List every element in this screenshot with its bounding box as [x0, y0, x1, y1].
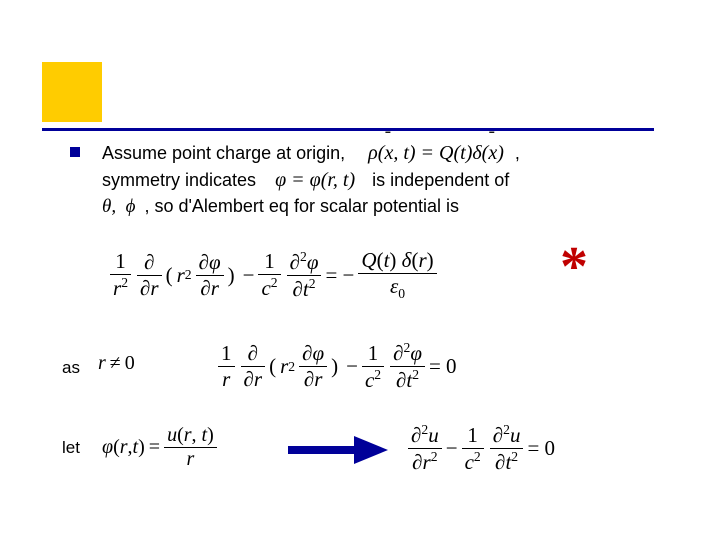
- bullet-icon: [70, 147, 80, 157]
- eq-theta-phi: θ, ϕ: [102, 196, 135, 217]
- eq-dalembert: 1r2 ∂∂r (r2 ∂φ∂r ) − 1c2 ∂2φ∂t2 = − Q(t)…: [110, 248, 437, 302]
- text-line1a: Assume point charge at origin,: [102, 143, 345, 163]
- eq-wave: ∂2u∂r2 − 1c2 ∂2u∂t2 = 0: [408, 422, 559, 475]
- arrow-icon: [288, 436, 388, 464]
- eq-reduced: 1r ∂∂r (r2 ∂φ∂r ) − 1c2 ∂2φ∂t2 = 0: [218, 340, 461, 393]
- title-divider: [42, 128, 654, 131]
- label-as: as: [62, 358, 80, 378]
- star-marker: *: [560, 235, 588, 299]
- label-let: let: [62, 438, 80, 458]
- eq-phi-rt: φ = φ(r, t): [275, 169, 355, 191]
- text-line1d: , so d'Alembert eq for scalar potential …: [144, 196, 459, 216]
- text-line1b: symmetry indicates: [102, 170, 256, 190]
- body-paragraph: Assume point charge at origin, ρ(━x, t) …: [102, 140, 662, 220]
- eq-r-neq-0: r≠0: [98, 352, 135, 375]
- eq-rho: ρ(━x, t) = Q(t)δ(━x): [368, 142, 509, 164]
- accent-square: [42, 62, 102, 122]
- eq-substitution: φ(r, t)= u(r, t)r: [102, 424, 217, 471]
- text-line1c: is independent of: [372, 170, 509, 190]
